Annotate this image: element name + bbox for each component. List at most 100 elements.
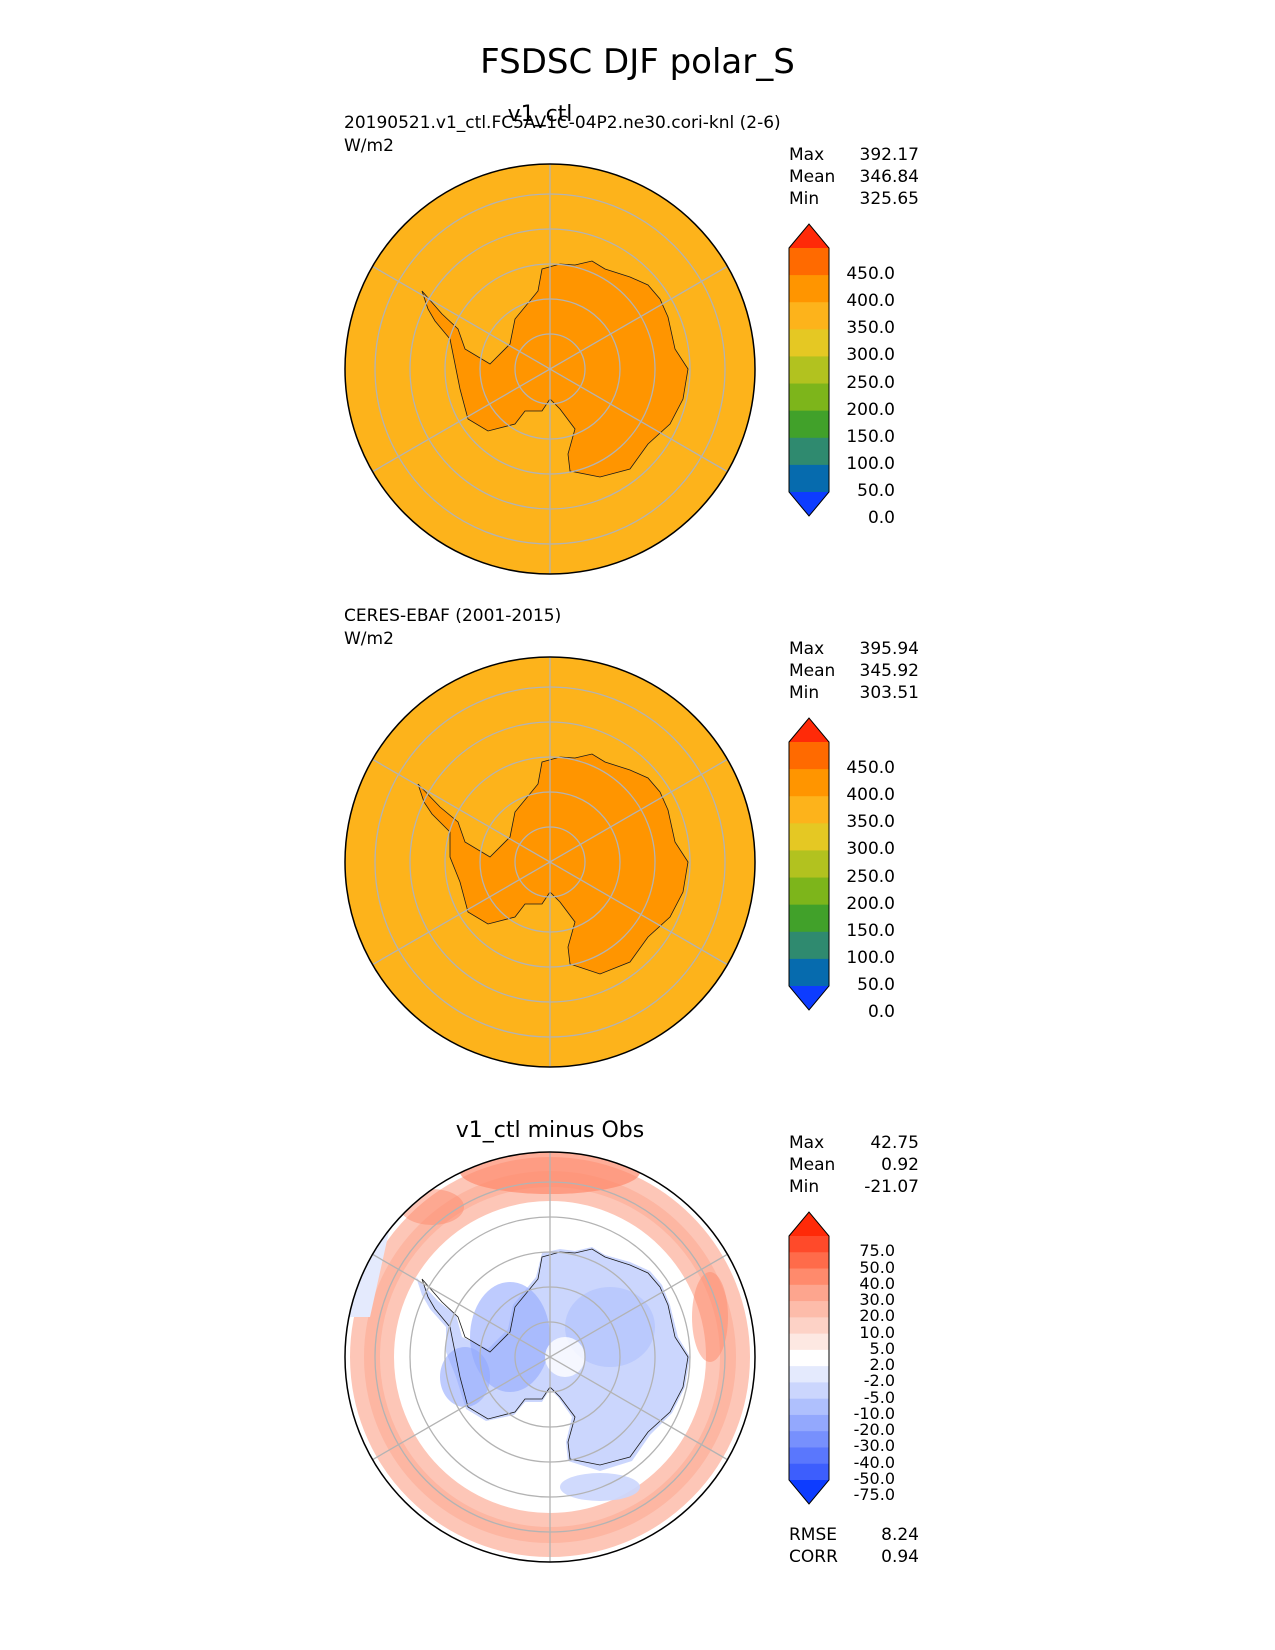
colorbar-tick-label: 75.0 — [859, 1241, 895, 1261]
colorbar-tick-label: 20.0 — [859, 1306, 895, 1326]
stats-box: Max 392.17 Mean 346.84 Min 325.65 — [789, 144, 919, 210]
colorbar-segment — [789, 1382, 829, 1400]
polar-map — [344, 163, 756, 575]
colorbar-outline — [788, 223, 830, 517]
map-boundary — [344, 163, 756, 575]
colorbar-segment — [789, 1431, 829, 1448]
stat-value: 8.24 — [881, 1525, 919, 1545]
figure-title: FSDSC DJF polar_S — [480, 42, 795, 82]
stat-label: Min — [789, 683, 820, 703]
colorbar-segment — [789, 1398, 829, 1416]
colorbar-extend-max — [789, 1212, 829, 1236]
colorbar-tick-label: 0.0 — [867, 508, 895, 529]
colorbar-tick-label: -10.0 — [853, 1403, 895, 1423]
negative-anomaly-patch — [560, 1473, 640, 1501]
colorbar — [788, 1211, 830, 1505]
stat-label: Max — [789, 145, 825, 165]
colorbar-tick-label: 10.0 — [859, 1322, 895, 1342]
positive-anomaly-patch — [692, 1272, 728, 1362]
negative-anomaly-patch — [470, 1282, 550, 1392]
colorbar-segment — [789, 1414, 829, 1432]
colorbar-segment — [789, 1268, 829, 1286]
graticule — [371, 657, 729, 1067]
colorbar-segment — [789, 850, 829, 879]
stat-value: 0.92 — [881, 1155, 919, 1175]
stat-label: Min — [789, 189, 820, 209]
colorbar-tick-label: -30.0 — [853, 1436, 895, 1456]
neutral-centre — [545, 1337, 585, 1377]
colorbar-segment — [789, 769, 829, 797]
colorbar-tick-label: 350.0 — [846, 318, 895, 339]
error-stats-box: RMSE 8.24 CORR 0.94 — [789, 1524, 919, 1568]
colorbar-segment — [789, 1366, 829, 1383]
colorbar — [788, 223, 830, 517]
colorbar-tick-label: 250.0 — [846, 866, 895, 887]
stat-label: Mean — [789, 1155, 836, 1175]
colorbar-tick-label: -2.0 — [863, 1371, 895, 1391]
stat-label: Max — [789, 639, 825, 659]
colorbar-tick-label: 200.0 — [846, 399, 895, 420]
colorbar-segment — [789, 1301, 829, 1318]
colorbar-tick-label: 150.0 — [846, 426, 895, 447]
stat-label: Mean — [789, 661, 836, 681]
colorbar-segment — [789, 410, 829, 439]
colorbar-segment — [789, 302, 829, 330]
colorbar-tick-label: 450.0 — [846, 264, 895, 285]
stat-label: Min — [789, 1177, 820, 1197]
colorbar-tick-label: 40.0 — [859, 1273, 895, 1293]
colorbar-segment — [789, 742, 829, 770]
colorbar-outline — [788, 1211, 830, 1505]
colorbar-tick-label: 450.0 — [846, 758, 895, 779]
colorbar-tick-label: 150.0 — [846, 920, 895, 941]
colorbar-extend-min — [789, 986, 829, 1010]
stat-label: Max — [789, 1133, 825, 1153]
negative-anomaly-patch — [565, 1287, 655, 1367]
graticule — [371, 164, 729, 574]
colorbar-segment — [789, 248, 829, 276]
stat-value: 392.17 — [859, 145, 919, 165]
panel-subtitle: v1_ctl — [507, 102, 573, 127]
units-label: W/m2 — [344, 136, 394, 156]
stat-value: 303.51 — [859, 683, 919, 703]
stat-label: RMSE — [789, 1525, 838, 1545]
stat-value: 395.94 — [859, 639, 919, 659]
colorbar-segment — [789, 1447, 829, 1465]
stat-value: -21.07 — [864, 1177, 919, 1197]
colorbar-segment — [789, 437, 829, 466]
colorbar-segment — [789, 1349, 829, 1367]
colorbar-tick-label: 300.0 — [846, 345, 895, 366]
units-label: W/m2 — [344, 629, 394, 649]
colorbar-extend-max — [789, 224, 829, 248]
colorbar-tick-label: 300.0 — [846, 839, 895, 860]
colorbar-tick-label: 30.0 — [859, 1290, 895, 1310]
colorbar-tick-label: 50.0 — [859, 1257, 895, 1277]
colorbar-tick-label: 100.0 — [846, 453, 895, 474]
colorbar-outline — [788, 717, 830, 1011]
colorbar-segment — [789, 823, 829, 851]
colorbar-segment — [789, 958, 829, 987]
colorbar-tick-label: 5.0 — [869, 1338, 895, 1358]
colorbar-tick-label: 50.0 — [857, 481, 895, 501]
colorbar-extend-max — [789, 718, 829, 742]
colorbar-tick-label: 100.0 — [846, 947, 895, 968]
colorbar-tick-label: -5.0 — [863, 1387, 895, 1407]
colorbar-tick-label: -20.0 — [853, 1420, 895, 1440]
colorbar-segment — [789, 356, 829, 385]
case-label: CERES-EBAF (2001-2015) — [344, 606, 562, 626]
stat-value: 346.84 — [859, 167, 919, 187]
colorbar-tick-label: 2.0 — [869, 1355, 895, 1375]
colorbar-segment — [789, 931, 829, 960]
colorbar-segment — [789, 877, 829, 906]
colorbar-segment — [789, 1252, 829, 1270]
stat-label: Mean — [789, 167, 836, 187]
colorbar-tick-label: 400.0 — [846, 785, 895, 806]
colorbar-tick-label: 0.0 — [867, 1002, 895, 1023]
colorbar-segment — [789, 1284, 829, 1302]
colorbar-tick-label: 50.0 — [857, 975, 895, 995]
colorbar-segment — [789, 1463, 829, 1481]
colorbar-segment — [789, 383, 829, 412]
panel-subtitle: v1_ctl minus Obs — [455, 1118, 645, 1143]
case-label: 20190521.v1_ctl.FC5AV1C-04P2.ne30.cori-k… — [344, 113, 781, 133]
stats-box: Max 395.94 Mean 345.92 Min 303.51 — [789, 638, 919, 704]
colorbar-segment — [789, 1333, 829, 1351]
